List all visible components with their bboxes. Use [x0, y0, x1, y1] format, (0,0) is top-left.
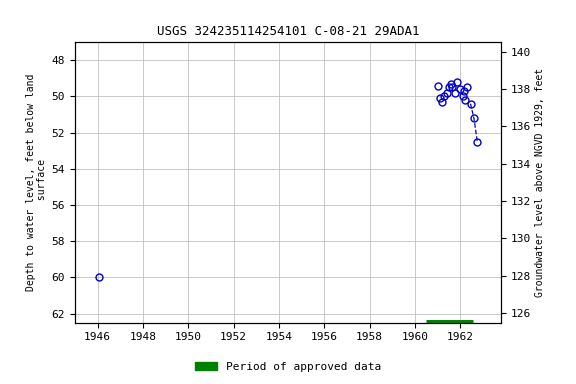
Y-axis label: Depth to water level, feet below land
 surface: Depth to water level, feet below land su…: [26, 74, 47, 291]
Legend: Period of approved data: Period of approved data: [191, 358, 385, 377]
Title: USGS 324235114254101 C-08-21 29ADA1: USGS 324235114254101 C-08-21 29ADA1: [157, 25, 419, 38]
Y-axis label: Groundwater level above NGVD 1929, feet: Groundwater level above NGVD 1929, feet: [535, 68, 545, 297]
